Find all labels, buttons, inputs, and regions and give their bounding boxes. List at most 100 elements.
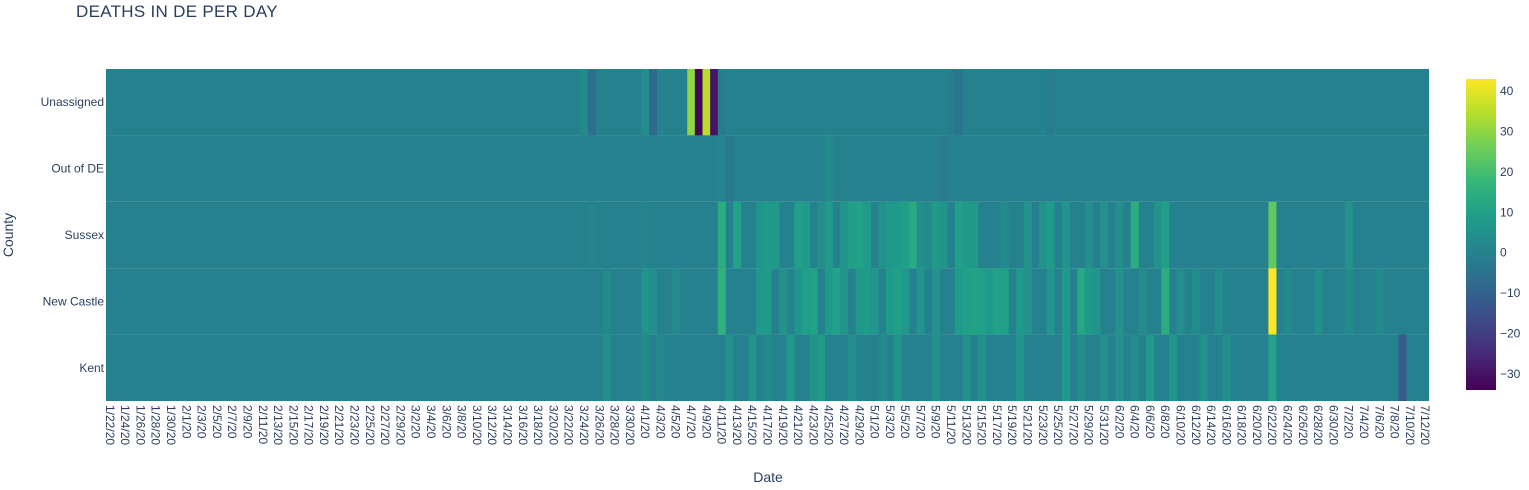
heatmap-cell bbox=[993, 268, 1002, 335]
heatmap-cell bbox=[687, 69, 696, 136]
heatmap-cell bbox=[717, 135, 726, 202]
heatmap-cell bbox=[824, 135, 833, 202]
x-tick-label: 2/9/20 bbox=[240, 405, 254, 439]
colorbar-tick-label: −30 bbox=[1500, 367, 1521, 381]
heatmap-cell bbox=[1168, 334, 1178, 401]
heatmap-cell bbox=[870, 268, 879, 335]
x-tick-label: 5/19/20 bbox=[1005, 405, 1019, 445]
heatmap-cell bbox=[1268, 201, 1277, 269]
x-tick-label: 6/16/20 bbox=[1219, 405, 1233, 445]
heatmap-cell bbox=[977, 334, 986, 401]
x-tick-label: 3/28/20 bbox=[608, 405, 622, 445]
heatmap-cell bbox=[893, 268, 902, 335]
x-tick-label: 5/13/20 bbox=[959, 405, 973, 445]
heatmap-cell bbox=[947, 69, 956, 136]
x-tick-label: 4/19/20 bbox=[776, 405, 790, 445]
heatmap-cell bbox=[1061, 334, 1070, 401]
heatmap-cell bbox=[847, 201, 856, 269]
x-tick-label: 6/18/20 bbox=[1235, 405, 1249, 445]
heatmap-cell bbox=[970, 268, 979, 335]
x-tick-label: 5/21/20 bbox=[1021, 405, 1035, 445]
x-tick-label: 4/1/20 bbox=[638, 405, 652, 439]
heatmap-row-unassigned bbox=[106, 69, 1429, 136]
heatmap-cell bbox=[1161, 268, 1170, 335]
x-tick-label: 7/6/20 bbox=[1372, 405, 1386, 439]
heatmap-cell bbox=[1023, 268, 1032, 335]
heatmap-cell bbox=[901, 201, 910, 269]
x-tick-label: 3/20/20 bbox=[546, 405, 560, 445]
x-tick-label: 6/8/20 bbox=[1158, 405, 1172, 439]
x-tick-label: 3/2/20 bbox=[409, 405, 423, 439]
heatmap-cell bbox=[641, 268, 650, 335]
heatmap-cell bbox=[794, 201, 803, 269]
y-tick-label: Kent bbox=[79, 361, 104, 375]
heatmap-row-out-of-de bbox=[106, 135, 1429, 202]
x-tick-label: 6/12/20 bbox=[1189, 405, 1203, 445]
heatmap-cell bbox=[1115, 268, 1124, 335]
heatmap-cell bbox=[1199, 334, 1208, 401]
x-tick-label: 5/1/20 bbox=[868, 405, 882, 439]
heatmap-cell bbox=[1077, 268, 1086, 335]
x-tick-label: 2/27/20 bbox=[378, 405, 392, 445]
x-tick-label: 3/16/20 bbox=[516, 405, 530, 445]
heatmap-cell bbox=[641, 201, 650, 269]
x-tick-label: 3/26/20 bbox=[592, 405, 606, 445]
x-tick-label: 4/27/20 bbox=[837, 405, 851, 445]
heatmap-cell bbox=[878, 334, 887, 401]
heatmap-cell bbox=[1046, 268, 1055, 335]
x-tick-label: 3/10/20 bbox=[470, 405, 484, 445]
heatmap-cell bbox=[924, 201, 933, 269]
colorbar-gradient bbox=[1466, 79, 1496, 390]
y-tick-label: Out of DE bbox=[51, 162, 104, 176]
heatmap-cell bbox=[901, 268, 910, 335]
heatmap-cell bbox=[694, 69, 703, 136]
heatmap-cell bbox=[954, 69, 963, 136]
x-axis-ticks: 1/22/20 1/24/20 1/26/20 1/28/20 1/30/20 2/1/2… bbox=[103, 405, 1432, 445]
heatmap-cell bbox=[1344, 268, 1353, 335]
heatmap-cell bbox=[1000, 268, 1009, 335]
heatmap-cell bbox=[794, 268, 803, 335]
heatmap-cell bbox=[725, 135, 734, 202]
heatmap-cell bbox=[671, 268, 680, 335]
heatmap-cell bbox=[1268, 334, 1277, 401]
heatmap-cell bbox=[763, 334, 772, 401]
x-tick-label: 1/28/20 bbox=[149, 405, 163, 445]
heatmap-cell bbox=[1176, 268, 1185, 335]
heatmap-cell bbox=[717, 69, 726, 136]
heatmap-cell bbox=[1214, 268, 1223, 335]
colorbar: 40 30 20 10 0 −10 −20 −30 bbox=[1466, 79, 1521, 390]
heatmap-cell bbox=[1398, 334, 1407, 401]
heatmap-cell bbox=[931, 268, 940, 335]
x-tick-label: 3/30/20 bbox=[623, 405, 637, 445]
x-tick-label: 1/26/20 bbox=[133, 405, 147, 445]
heatmap-cell bbox=[1138, 268, 1147, 335]
x-tick-label: 4/25/20 bbox=[822, 405, 836, 445]
heatmap-cell bbox=[1161, 201, 1170, 269]
heatmap-cell bbox=[725, 334, 734, 401]
heatmap-cell bbox=[1046, 201, 1055, 269]
x-tick-label: 4/17/20 bbox=[761, 405, 775, 445]
heatmap-cell bbox=[1283, 268, 1292, 335]
x-tick-label: 6/24/20 bbox=[1281, 405, 1295, 445]
y-tick-label: New Castle bbox=[43, 294, 105, 308]
x-tick-label: 4/5/20 bbox=[669, 405, 683, 439]
heatmap-cell bbox=[809, 268, 818, 335]
heatmap-cell bbox=[931, 334, 940, 401]
x-tick-label: 3/18/20 bbox=[531, 405, 545, 445]
heatmap-cell bbox=[763, 268, 772, 335]
x-tick-label: 5/23/20 bbox=[1036, 405, 1050, 445]
x-tick-label: 2/1/20 bbox=[179, 405, 193, 439]
heatmap-cell bbox=[939, 201, 948, 269]
heatmap-cell bbox=[1038, 201, 1048, 269]
chart-title: DEATHS IN DE PER DAY bbox=[76, 2, 278, 21]
heatmap-cell bbox=[733, 201, 742, 269]
heatmap-cell bbox=[832, 268, 841, 335]
x-tick-label: 6/14/20 bbox=[1204, 405, 1218, 445]
heatmap-cell bbox=[1191, 268, 1200, 335]
heatmap-cell bbox=[702, 69, 711, 136]
y-tick-label: Unassigned bbox=[41, 95, 104, 109]
x-tick-label: 3/6/20 bbox=[439, 405, 453, 439]
heatmap-cell bbox=[801, 268, 810, 335]
heatmap-cell bbox=[580, 69, 589, 136]
heatmap-cell bbox=[717, 201, 726, 269]
